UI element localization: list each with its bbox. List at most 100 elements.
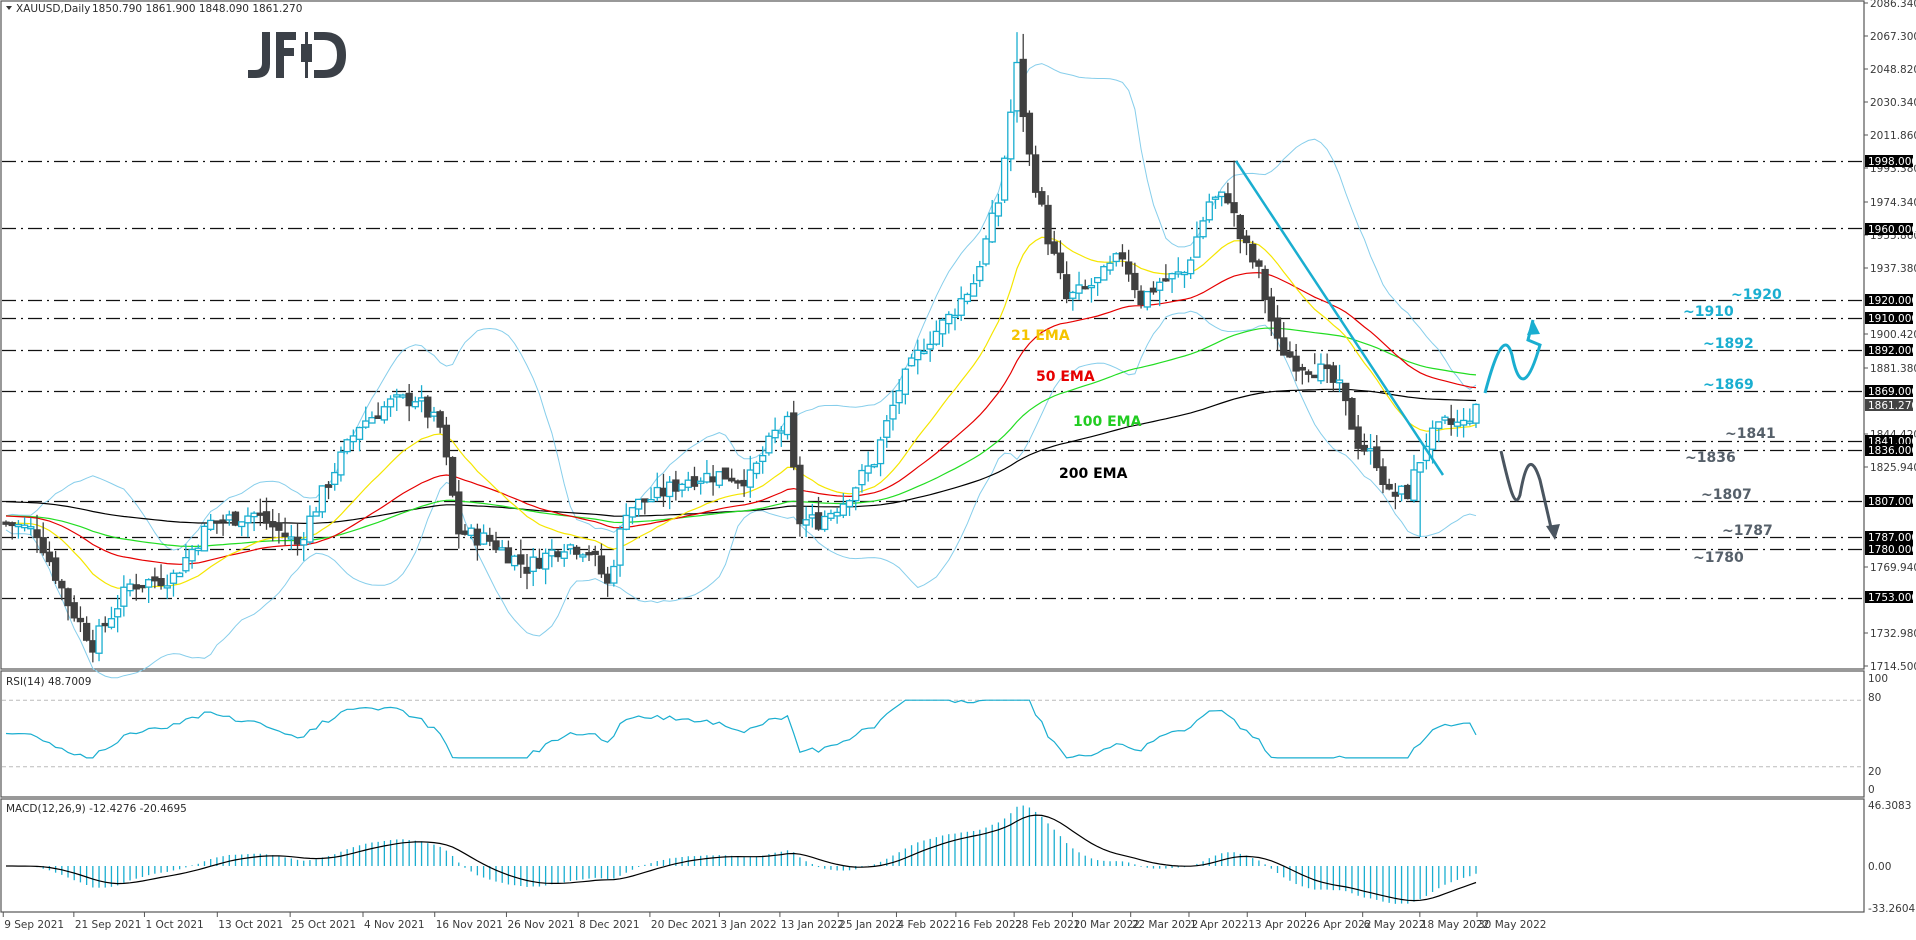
- main-price-panel[interactable]: [0, 0, 1865, 670]
- level-price-box: [1865, 223, 1913, 235]
- macd-histogram-signal: [6, 805, 1477, 904]
- candle: [436, 411, 444, 428]
- candle: [839, 503, 847, 516]
- symbol-title: XAUUSD,Daily: [16, 3, 90, 15]
- candle: [628, 507, 637, 518]
- candle: [548, 549, 556, 557]
- date-tick: 10 Mar 2022: [1073, 919, 1140, 931]
- rsi-panel[interactable]: [0, 670, 1865, 798]
- label-1787: ~1787: [1722, 523, 1773, 539]
- time-axis: 9 Sep 2021 21 Sep 2021 1 Oct 2021 13 Oct 20…: [2, 912, 1546, 931]
- candle: [790, 412, 798, 468]
- candle: [250, 512, 258, 518]
- candle: [1292, 355, 1300, 372]
- candle: [616, 528, 624, 566]
- candle: [510, 555, 519, 567]
- candle: [1230, 202, 1238, 214]
- candle: [1459, 419, 1468, 426]
- candle: [89, 640, 97, 653]
- jfd-logo: [248, 32, 346, 78]
- collapse-triangle-icon[interactable]: [6, 6, 12, 10]
- candle: [1441, 416, 1449, 421]
- macd-panel[interactable]: [0, 798, 1865, 913]
- candle: [176, 572, 184, 578]
- candle: [976, 265, 984, 282]
- candle: [1360, 444, 1369, 452]
- date-tick: 6 May 2022: [1364, 919, 1426, 931]
- candle: [635, 498, 643, 510]
- candle: [752, 462, 761, 475]
- candle: [759, 455, 767, 463]
- candle: [448, 456, 457, 496]
- candle: [70, 602, 78, 619]
- candle: [424, 396, 432, 418]
- candle: [1162, 278, 1170, 282]
- candle: [938, 319, 947, 335]
- candle: [2, 521, 10, 525]
- price-tick: 2030.340: [1870, 97, 1916, 109]
- level-price-box: [1865, 495, 1913, 507]
- candle: [1391, 491, 1400, 497]
- candle: [399, 394, 407, 398]
- candle: [653, 486, 661, 499]
- candle: [535, 557, 544, 569]
- ema100-label: 100 EMA: [1073, 414, 1142, 430]
- rsi-line: [2, 699, 1864, 768]
- candle: [566, 544, 575, 550]
- candle: [51, 557, 60, 581]
- rsi-tick: 20: [1868, 766, 1881, 778]
- price-tick: 1769.940: [1870, 562, 1916, 574]
- price-tick: 1900.420: [1870, 329, 1916, 341]
- candle: [318, 485, 326, 513]
- candle: [715, 471, 723, 486]
- ema100-line: [5, 327, 1477, 547]
- candle: [920, 350, 928, 355]
- candle: [1416, 462, 1424, 473]
- candle: [585, 552, 593, 556]
- candle: [1317, 363, 1325, 382]
- candle: [969, 283, 978, 297]
- candle: [994, 202, 1003, 217]
- candle: [151, 576, 159, 582]
- candle: [728, 477, 736, 482]
- candle: [1304, 371, 1313, 375]
- date-tick: 26 Apr 2022: [1307, 919, 1372, 931]
- candle: [1428, 427, 1437, 450]
- candle: [1255, 260, 1263, 267]
- candle: [1093, 277, 1102, 284]
- candlesticks: [2, 32, 1480, 663]
- candle: [821, 515, 829, 531]
- candle: [1286, 351, 1294, 358]
- current-price-box: [1865, 399, 1913, 411]
- candle: [746, 469, 754, 488]
- candle: [814, 512, 823, 530]
- candle: [95, 625, 103, 654]
- date-tick: 16 Nov 2021: [436, 919, 503, 931]
- rsi-tick: 0: [1868, 784, 1875, 796]
- date-tick: 13 Jan 2022: [781, 919, 844, 931]
- ema21-line: [5, 236, 1477, 589]
- candle: [1050, 241, 1058, 254]
- candle: [1174, 271, 1182, 275]
- rsi-tick: 80: [1868, 692, 1881, 704]
- candle: [492, 540, 500, 551]
- svg-text:1869.000: 1869.000: [1868, 386, 1916, 398]
- candle: [1013, 61, 1021, 112]
- svg-text:1861.270: 1861.270: [1868, 400, 1916, 412]
- candle: [312, 511, 320, 517]
- candle: [783, 415, 792, 436]
- candle: [8, 522, 16, 527]
- candle: [597, 555, 606, 575]
- svg-text:1998.000: 1998.000: [1868, 156, 1916, 168]
- candle: [27, 526, 35, 530]
- level-price-box: [1865, 294, 1913, 306]
- bollinger-upper: [5, 63, 1477, 551]
- candle: [442, 424, 451, 458]
- svg-text:1787.000: 1787.000: [1868, 532, 1916, 544]
- candle: [1466, 420, 1474, 424]
- candle: [777, 430, 785, 434]
- candle: [709, 476, 717, 483]
- candle: [1187, 259, 1195, 275]
- horizontal-levels: [2, 160, 1864, 600]
